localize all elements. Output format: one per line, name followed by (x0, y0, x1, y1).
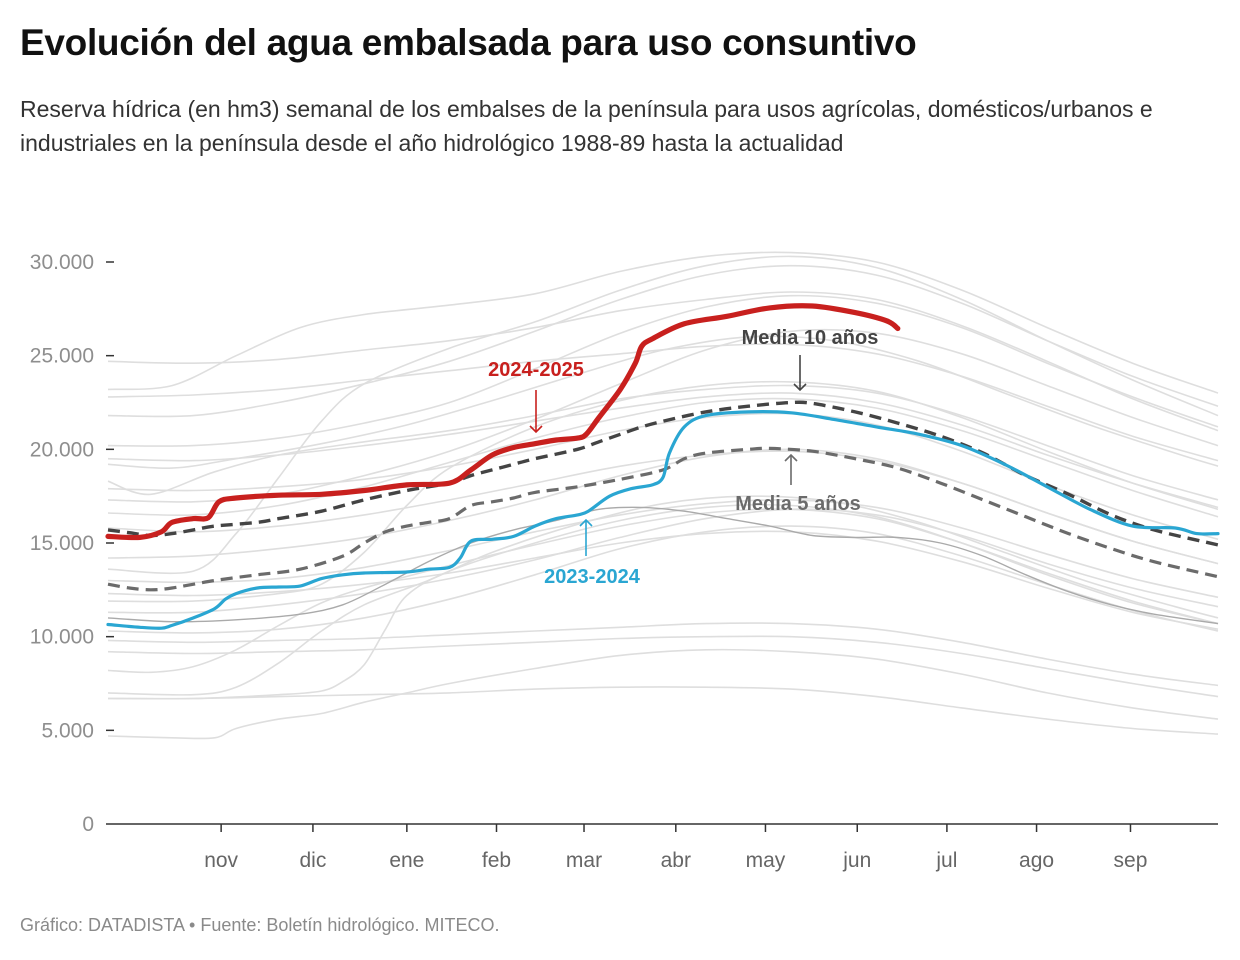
annotation-arrowhead-m5 (784, 453, 798, 462)
historic-year-line (107, 392, 1219, 509)
y-tick-label: 15.000 (30, 532, 94, 555)
media-5-anos-line (107, 446, 1219, 592)
historic-year-line (107, 648, 1219, 740)
x-tick-label: may (746, 849, 786, 872)
x-tick-label: jul (935, 849, 957, 872)
historic-2022-2023-line (107, 506, 1219, 625)
historic-year-line (107, 508, 1219, 674)
historic-year-line (107, 294, 1219, 447)
x-tick-label: sep (1114, 849, 1148, 872)
x-tick-label: mar (566, 849, 602, 872)
historic-year-line (107, 525, 1219, 634)
y-tick-label: 20.000 (30, 438, 94, 461)
y-axis: 0 5.000 10.000 15.000 20.000 25.000 30.000 (30, 251, 114, 836)
highlight-series (105, 303, 1220, 630)
x-tick-label: ene (389, 849, 424, 872)
x-tick-label: dic (299, 849, 326, 872)
historic-year-line (107, 635, 1219, 698)
x-tick-label: jun (842, 849, 871, 872)
annotation-arrowhead-m10 (793, 383, 807, 392)
y-tick-label: 25.000 (30, 345, 94, 368)
historic-year-line (107, 251, 1219, 394)
series-2023-2024-line (106, 410, 1220, 630)
annotation-label-s2024: 2024-2025 (488, 359, 584, 381)
x-axis: nov dic ene feb mar abr may jun jul ago sep (106, 823, 1218, 872)
annotation-label-m5: Media 5 años (735, 493, 861, 515)
line-chart: 0 5.000 10.000 15.000 20.000 25.000 30.000 nov… (30, 251, 1220, 872)
historic-year-line (107, 291, 1219, 432)
y-tick-label: 10.000 (30, 626, 94, 649)
annotations: 2024-2025 2023-2024 Media 10 años Media 5 a… (488, 327, 878, 588)
historic-lines (107, 251, 1219, 740)
x-tick-label: ago (1019, 849, 1054, 872)
x-tick-label: abr (661, 849, 691, 872)
historic-year-line (107, 343, 1219, 462)
series-2024-2025-line (105, 303, 901, 541)
chart-subtitle: Reserva hídrica (en hm3) semanal de los … (20, 96, 1153, 156)
historic-year-line (107, 508, 1219, 614)
historic-year-line (107, 622, 1219, 687)
annotation-label-m10: Media 10 años (742, 327, 879, 349)
historic-year-line (107, 686, 1219, 735)
y-tick-label: 30.000 (30, 251, 94, 274)
x-tick-label: feb (482, 849, 511, 872)
historic-year-line (107, 450, 1219, 565)
footer-credit: Gráfico: DATADISTA • Fuente: Boletín hid… (20, 915, 500, 935)
annotation-arrowhead-s2023 (579, 518, 593, 527)
y-tick-label: 5.000 (41, 719, 94, 742)
chart-title: Evolución del agua embalsada para uso co… (20, 22, 917, 63)
historic-year-line (107, 530, 1219, 630)
annotation-label-s2023: 2023-2024 (544, 566, 641, 588)
historic-year-line (107, 503, 1219, 700)
y-tick-label: 0 (82, 813, 94, 836)
annotation-arrowhead-s2024 (529, 425, 543, 434)
historic-year-line (107, 384, 1219, 501)
historic-year-line (107, 397, 1219, 518)
x-tick-label: nov (204, 849, 238, 872)
